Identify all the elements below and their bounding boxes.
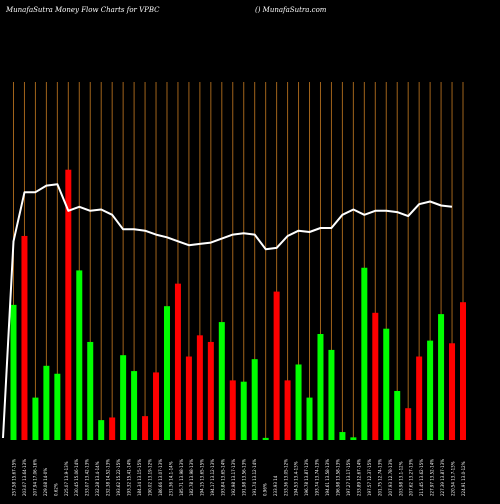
bar-9 — [98, 420, 105, 440]
bar-30 — [328, 349, 335, 440]
bar-20 — [218, 322, 225, 440]
bar-32 — [350, 437, 357, 440]
x-tick-label: 231.36 14.1-14% — [168, 461, 173, 496]
bar-12 — [131, 371, 138, 440]
x-tick-label: 193.32 15.41-14% — [126, 459, 131, 496]
bar-36 — [394, 390, 401, 440]
x-tick-label: 224.91 13.0-12% — [461, 461, 466, 496]
bars — [10, 169, 466, 440]
x-tick-label: 182.78 13.98-13% — [189, 459, 194, 496]
bar-24 — [262, 437, 269, 440]
x-tick-labels: 257.58 15.67-15% 203.07 13.64-13% 207.94 1… — [12, 459, 467, 496]
bar-22 — [240, 381, 247, 440]
x-tick-label: 229.08 14-0% — [43, 468, 48, 496]
x-tick-label: 207.62 13.27-13% — [409, 459, 414, 496]
x-tick-label: 197.27 13.17-15% — [346, 459, 351, 496]
chart-title: MunafaSutra Money Flow Charts for VPBC — [6, 6, 160, 14]
x-tick-label: 186.66 13.07-13% — [158, 459, 163, 496]
bar-33 — [361, 267, 368, 440]
x-tick-label: 227.39 13.87-13% — [440, 459, 445, 496]
x-tick-label: 257.58 15.67-15% — [12, 459, 17, 496]
bar-5 — [54, 373, 61, 440]
bar-23 — [251, 359, 258, 440]
x-tick-label: 193.74 13.74-13% — [315, 459, 320, 496]
bar-29 — [317, 334, 324, 440]
bar-41 — [449, 343, 456, 440]
bar-27 — [295, 364, 302, 440]
site-credit: () MunafaSutra.com — [255, 6, 327, 14]
x-tick-label: 194.15 13.65-15% — [200, 459, 205, 496]
bar-39 — [427, 340, 434, 440]
bar-11 — [120, 355, 127, 440]
bar-4 — [43, 365, 50, 440]
bar-8 — [87, 341, 94, 440]
x-tick-label: 233.36 13.05-12% — [283, 459, 288, 496]
bar-42 — [460, 302, 466, 440]
x-tick-label: 194.53 13.4-13% — [294, 461, 299, 496]
bar-10 — [109, 417, 116, 440]
x-tick-label: 192.98 13.17-13% — [231, 459, 236, 496]
price-line — [2, 183, 453, 439]
x-tick-label: 207.93 12.78-13% — [388, 459, 393, 496]
bar-34 — [372, 312, 379, 440]
x-tick-label: 194.61 13.58-13% — [325, 459, 330, 496]
bar-28 — [306, 397, 313, 440]
x-tick-label: 197.57 12.37-15% — [367, 459, 372, 496]
x-tick-label: 233.07 13.42-13% — [85, 459, 90, 496]
money-flow-line — [2, 183, 453, 439]
x-tick-label: 190.02 13.19-12% — [147, 459, 152, 496]
bar-14 — [153, 372, 160, 440]
x-tick-label: 196.98 13.58-13% — [336, 459, 341, 496]
bar-18 — [196, 335, 203, 440]
bar-2 — [21, 235, 28, 440]
bar-17 — [185, 356, 192, 440]
x-tick-label: 203.98 13.1-12% — [398, 461, 403, 496]
x-tick-label: 203.07 13.64-13% — [22, 459, 27, 496]
x-tick-label: 0.62% — [53, 483, 58, 496]
x-tick-label: 232.28 13.4-14% — [95, 461, 100, 496]
x-tick-label: 191.98 13.56-13% — [241, 459, 246, 496]
bar-3 — [32, 397, 39, 440]
x-tick-label: 191.74 13.12-14% — [252, 459, 257, 496]
x-tick-label: 233.93 14 — [273, 475, 278, 496]
x-tick-label: 193.62 15.22-15% — [116, 459, 121, 496]
x-tick-label: 227.97 13.52-14% — [430, 459, 435, 496]
bar-31 — [339, 432, 346, 440]
x-tick-label: 225.07 13.9-13% — [64, 461, 69, 496]
bar-26 — [284, 380, 291, 440]
x-tick-label: 196.78 13.87-13% — [304, 459, 309, 496]
x-tick-label: 207.94 17.06-16% — [32, 459, 37, 496]
bar-16 — [174, 283, 181, 440]
x-tick-label: 232.38 14.52-13% — [106, 459, 111, 496]
x-tick-label: 230.45 15.06-14% — [74, 459, 79, 496]
bar-7 — [76, 270, 83, 440]
bar-1 — [10, 304, 17, 440]
x-tick-label: 185.71 13.98-13% — [179, 459, 184, 496]
x-tick-label: 220.54 13.7-13% — [451, 461, 456, 496]
bar-25 — [273, 291, 280, 440]
bar-21 — [229, 380, 236, 440]
bar-40 — [438, 314, 445, 440]
x-tick-label: 201.75 12.74-13% — [377, 459, 382, 496]
bar-35 — [383, 328, 390, 440]
bar-38 — [416, 356, 423, 440]
bar-19 — [207, 341, 214, 440]
x-tick-label: 211.45 13.62-15% — [419, 459, 424, 496]
bar-6 — [65, 169, 72, 440]
x-tick-label: 184.34 13.15-15% — [137, 459, 142, 496]
x-tick-label: 0.96% — [262, 483, 267, 496]
bar-15 — [163, 306, 170, 440]
bar-13 — [142, 416, 149, 440]
x-tick-label: 193.84 13.65-14% — [221, 459, 226, 496]
x-tick-label: 194.17 13.12-13% — [210, 459, 215, 496]
bar-37 — [405, 408, 412, 440]
x-tick-label: 233.89 12.67-14% — [356, 459, 361, 496]
